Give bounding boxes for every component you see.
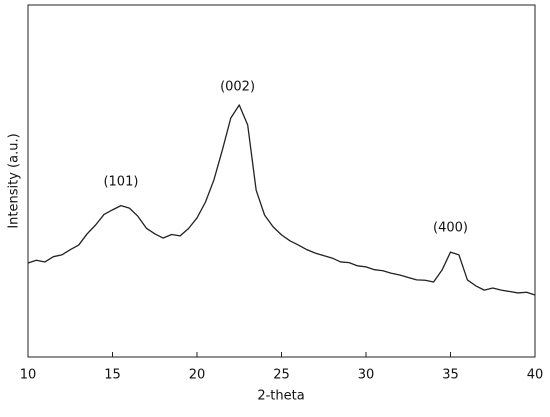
x-tick-label: 30 (358, 368, 375, 383)
x-tick-label: 20 (189, 368, 206, 383)
x-tick-label: 25 (273, 368, 290, 383)
x-axis-label: 2-theta (257, 389, 304, 404)
peak-annotation: (101) (103, 175, 138, 190)
x-tick-label: 35 (442, 368, 459, 383)
x-tick-label: 15 (104, 368, 121, 383)
y-axis-label: Intensity (a.u.) (7, 133, 22, 228)
data-line (27, 104, 536, 296)
x-tick-label: 10 (20, 368, 37, 383)
peak-annotation: (400) (433, 221, 468, 236)
x-tick-label: 40 (527, 368, 544, 383)
peak-annotation: (002) (220, 80, 255, 95)
